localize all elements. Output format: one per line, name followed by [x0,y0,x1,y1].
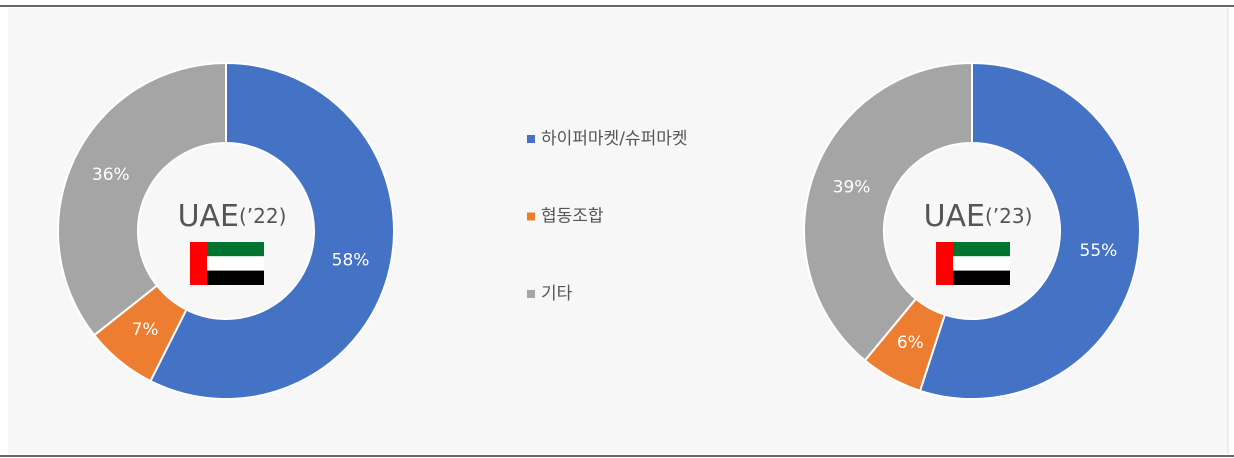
data-label: 58% [332,251,370,271]
legend-swatch [527,135,535,143]
legend-label: 협동조합 [541,207,604,227]
flag-black [953,270,1010,285]
flag-black [207,270,264,285]
center-title: UAE(’22) [178,199,287,234]
donut-slice [803,61,973,362]
flag-red [190,242,207,285]
center-title-year: (’23) [985,204,1032,228]
donut-slice [918,61,1141,400]
flag-red [936,242,953,285]
legend-label: 기타 [541,284,573,304]
center-title-main: UAE [178,199,239,234]
center-title-main: UAE [924,199,985,234]
center-title-year: (’22) [239,204,286,228]
donut-slice [57,61,227,337]
flag-white [207,256,264,271]
donut-slice [149,61,395,400]
data-label: 6% [897,333,924,353]
data-label: 7% [132,320,159,340]
center-title: UAE(’23) [924,199,1033,234]
data-label: 39% [833,178,871,198]
data-label: 55% [1080,241,1118,261]
legend-label: 하이퍼마켓/슈퍼마켓 [541,129,688,149]
flag-white [953,256,1010,271]
legend-swatch [527,290,535,298]
legend-swatch [527,212,535,221]
flag-green [953,242,1010,257]
data-label: 36% [92,165,130,185]
flag-green [207,242,264,257]
